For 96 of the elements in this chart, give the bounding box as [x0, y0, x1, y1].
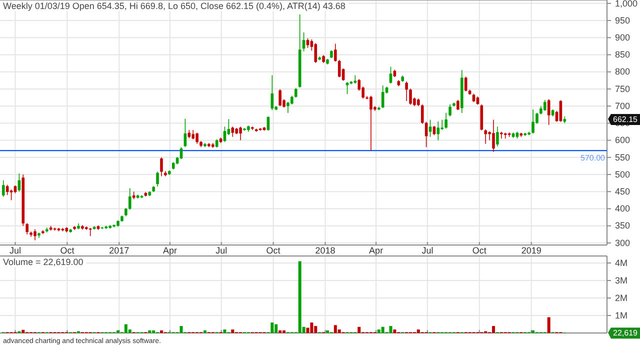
bar [270, 322, 274, 333]
candlestick [26, 222, 29, 235]
y-tick-label: 500 [615, 169, 630, 180]
ref-line-label: 570.00 [580, 154, 606, 163]
candlestick [156, 171, 159, 187]
x-tick-label: Jul [9, 245, 22, 256]
bar [152, 330, 156, 333]
bar [326, 330, 329, 333]
bar [231, 330, 234, 333]
candlestick [192, 130, 195, 140]
x-tick-label: Oct [60, 245, 75, 256]
y-tick-label: 750 [615, 84, 630, 94]
y-tick-label: 850 [615, 50, 630, 60]
candlestick [180, 146, 183, 160]
candlestick [34, 228, 36, 241]
bar [298, 261, 302, 333]
bar [278, 330, 282, 333]
x-tick-label: Oct [472, 245, 487, 256]
candlestick [2, 180, 5, 198]
bar [282, 330, 286, 333]
candlestick [128, 188, 132, 210]
candlestick [492, 119, 495, 152]
candlestick [6, 184, 9, 196]
y-tick-label: 700 [615, 100, 630, 111]
candlestick [294, 88, 298, 98]
x-tick-label: Jul [422, 245, 434, 256]
y-tick-label: 350 [615, 220, 630, 231]
chart-title: Weekly 01/03/19 Open 654.35, Hi 669.8, Lo 650, Close 662.15 (0.4%), ATR(14) 43.68 [3, 1, 346, 11]
candlestick [444, 112, 448, 130]
bar [389, 326, 392, 333]
y-tick-label: 4M [615, 258, 628, 268]
candlestick [338, 59, 341, 78]
y-tick-label: 400 [615, 204, 630, 214]
x-tick-label: 2017 [109, 245, 130, 256]
y-tick-label: 950 [615, 15, 630, 26]
x-tick-label: Apr [162, 245, 177, 256]
candlestick [532, 109, 534, 134]
bar [532, 330, 535, 333]
bar [314, 326, 318, 333]
candlestick [278, 88, 282, 106]
candlestick [370, 95, 372, 151]
y-tick-label: 1M [615, 310, 628, 320]
candlestick [231, 126, 234, 138]
x-tick-label: 2018 [315, 245, 336, 256]
candlestick [496, 126, 499, 147]
text: 662.15 [613, 115, 638, 124]
candlestick [160, 157, 163, 177]
bar [393, 330, 396, 333]
bar [180, 326, 183, 333]
y-tick-label: 550 [615, 152, 630, 162]
y-tick-label: 300 [615, 238, 630, 248]
candlestick [18, 173, 21, 192]
candlestick [420, 104, 424, 124]
candlestick [448, 104, 452, 117]
candlestick [223, 126, 226, 142]
candlestick [484, 128, 487, 144]
y-tick-label: 800 [615, 66, 630, 77]
bar [334, 325, 337, 333]
chart-title: Volume = 22,619.00 [3, 257, 84, 267]
y-tick-label: 600 [615, 135, 630, 146]
candlestick [440, 119, 444, 130]
bar [416, 330, 420, 333]
bar [377, 330, 380, 333]
candlestick [196, 132, 198, 144]
candlestick [543, 100, 546, 112]
x-tick-label: 2019 [521, 245, 542, 256]
text: 22,619 [613, 328, 638, 338]
y-tick-label: 3M [615, 275, 628, 286]
candlestick [389, 66, 392, 84]
bar [358, 326, 361, 333]
bar [274, 324, 278, 333]
candlestick [405, 81, 408, 102]
bar [160, 330, 163, 333]
bar [223, 330, 226, 333]
bar [22, 330, 25, 333]
x-tick-label: Apr [369, 245, 384, 256]
bar [547, 317, 550, 333]
candlestick [239, 126, 242, 141]
candlestick [456, 100, 460, 111]
y-tick-label: 1,000 [615, 0, 638, 8]
y-tick-label: 2M [615, 292, 628, 303]
bar [381, 326, 384, 333]
bar [310, 322, 314, 333]
bar [124, 324, 128, 333]
x-tick-label: Oct [266, 245, 281, 256]
y-tick-label: 450 [615, 186, 630, 196]
y-tick-label: 900 [615, 32, 630, 43]
candlestick [334, 43, 337, 62]
bar [148, 330, 152, 333]
x-tick-label: Jul [216, 245, 228, 256]
bar [203, 330, 206, 333]
bar [492, 326, 496, 333]
candlestick [314, 42, 318, 64]
candlestick [381, 85, 384, 109]
candlestick [409, 88, 412, 106]
candlestick [10, 189, 13, 201]
